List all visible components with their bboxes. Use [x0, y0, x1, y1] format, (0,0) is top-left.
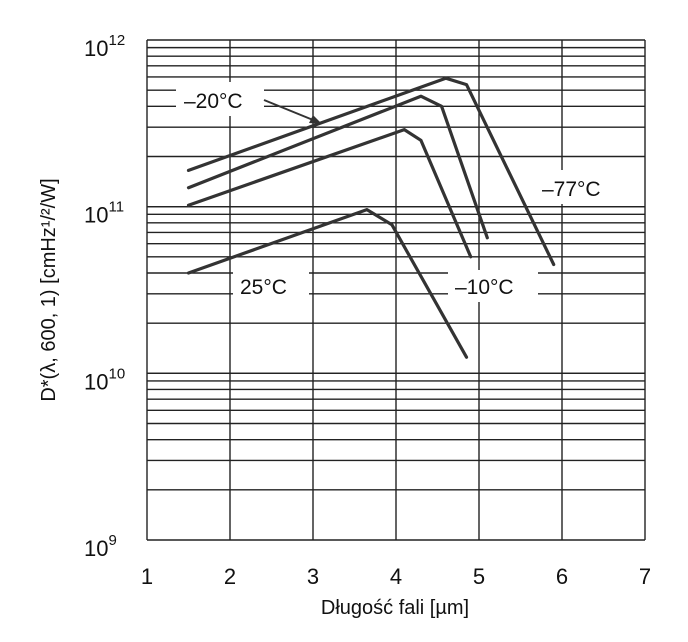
series-line-3: [186, 208, 469, 359]
curve-label-minus77: –77°C: [534, 170, 624, 204]
curve-label-minus10: –10°C: [448, 270, 538, 302]
y-tick-label: 1012: [84, 32, 125, 61]
series-line-2: [186, 128, 473, 259]
x-tick-label: 1: [141, 564, 153, 589]
y-axis-ticks: 109 1010 1011 1012: [84, 32, 125, 561]
x-tick-label: 7: [639, 564, 651, 589]
grid: [146, 39, 646, 541]
y-tick-label: 1010: [84, 365, 125, 394]
series-line-1: [186, 94, 489, 240]
x-tick-label: 4: [390, 564, 402, 589]
x-tick-label: 5: [473, 564, 485, 589]
series-curves: [186, 76, 556, 359]
label-25: 25°C: [240, 276, 287, 299]
x-tick-label: 2: [224, 564, 236, 589]
x-tick-label: 3: [307, 564, 319, 589]
curve-label-minus20: –20°C: [176, 82, 322, 124]
label-minus77: –77°C: [542, 178, 601, 201]
x-tick-label: 6: [556, 564, 568, 589]
curve-label-25: 25°C: [233, 270, 309, 302]
y-tick-label: 1011: [84, 199, 124, 228]
label-minus10: –10°C: [455, 276, 514, 299]
x-axis-title: Długość fali [µm]: [321, 597, 469, 619]
x-axis-ticks: 1 2 3 4 5 6 7: [141, 564, 651, 589]
y-axis-title: D*(λ, 600, 1) [cmHz¹/²/W]: [38, 178, 60, 401]
y-tick-label: 109: [84, 532, 117, 561]
label-minus20: –20°C: [184, 90, 243, 113]
series-line-0: [186, 76, 556, 267]
